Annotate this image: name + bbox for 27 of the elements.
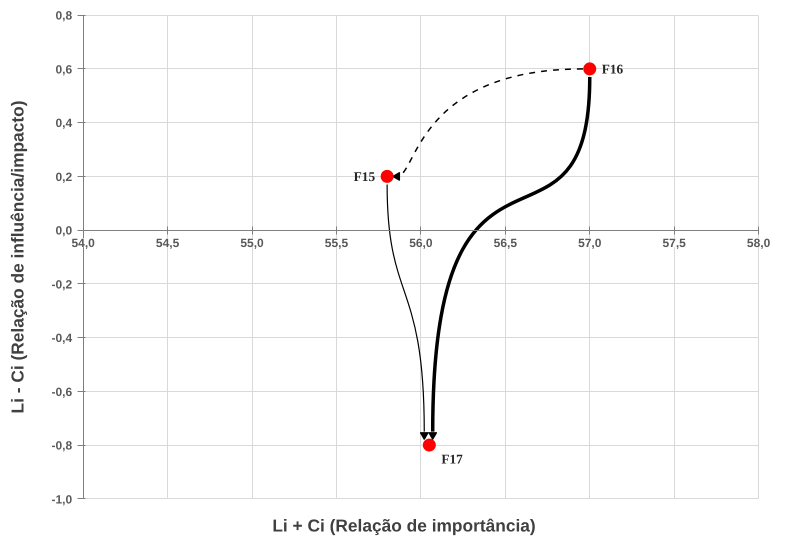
y-tick-label: 0,6	[55, 62, 72, 76]
x-tick-label: 56,5	[494, 236, 518, 250]
data-label: F17	[441, 452, 464, 467]
y-tick-label: -0,2	[51, 277, 72, 292]
data-label: F15	[354, 168, 376, 184]
x-tick-label: 55,5	[324, 236, 348, 250]
y-tick-label: -0,4	[51, 331, 72, 346]
x-tick-label: 54,5	[156, 236, 180, 250]
point	[422, 438, 436, 452]
x-tick-label: 57,0	[578, 236, 602, 250]
x-axis-title: Li + Ci (Relação de importância)	[272, 516, 536, 536]
x-tick-label: 54,0	[71, 236, 96, 250]
y-axis-title: Li - Ci (Relação de influência/impacto)	[8, 100, 28, 414]
y-tick-label: 0,4	[55, 116, 72, 130]
y-tick-label: 0,0	[55, 224, 72, 238]
data-label: F16	[602, 61, 624, 76]
x-tick-label: 58,0	[746, 236, 771, 250]
point	[583, 62, 596, 76]
y-tick-label: 0,2	[55, 170, 72, 184]
y-tick-label: -1,0	[51, 492, 72, 506]
x-tick-label: 57,5	[662, 236, 686, 250]
y-tick-label: 0,8	[55, 8, 72, 23]
x-tick-label: 56,0	[409, 236, 433, 250]
y-tick-label: -0,8	[51, 438, 72, 453]
x-tick-label: 55,0	[240, 236, 264, 250]
point	[380, 170, 394, 183]
y-tick-label: -0,6	[51, 384, 72, 399]
